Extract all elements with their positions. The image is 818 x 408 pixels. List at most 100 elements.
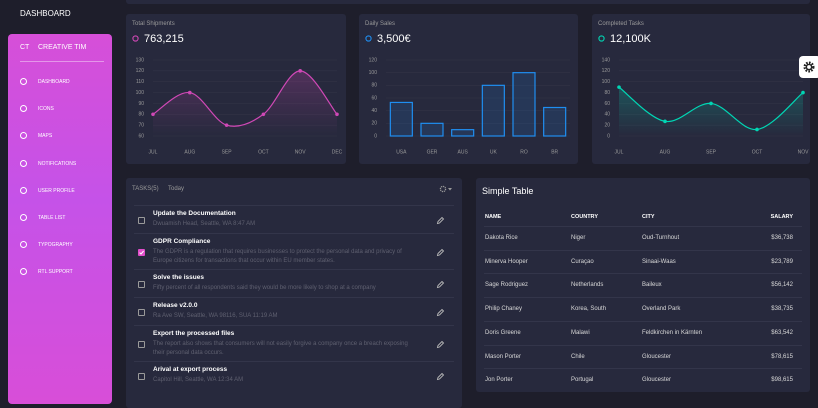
table-cell: $63,542	[771, 329, 793, 336]
row-divider	[484, 226, 802, 227]
y-tick-label: 100	[602, 79, 611, 85]
task-title: GDPR Compliance	[153, 238, 211, 245]
nav-icon	[20, 241, 27, 249]
edit-button[interactable]	[436, 280, 445, 289]
edit-button[interactable]	[436, 372, 445, 381]
table-cell: Korea, South	[571, 306, 607, 313]
settings-toggle[interactable]	[799, 56, 818, 78]
task-row: Arival at export process Capitol Hill, Se…	[134, 361, 454, 390]
tasks-card: TASKS(5) Today Update the Documentation D…	[126, 178, 462, 408]
bar	[389, 101, 413, 137]
x-tick-label: GER	[427, 149, 438, 155]
top-card	[126, 0, 810, 4]
table-header: SALARY	[770, 214, 793, 220]
icon-shape	[365, 35, 372, 42]
line-area	[153, 70, 337, 136]
x-tick-label: RO	[520, 149, 528, 155]
nav-item[interactable]: TYPOGRAPHY	[38, 242, 73, 249]
point	[261, 112, 266, 117]
table-cell: $98,615	[771, 377, 793, 384]
y-tick-label: 80	[604, 90, 610, 96]
table-cell: Gloucester	[642, 377, 672, 384]
task-title: Release v2.0.0	[153, 302, 198, 309]
line-area	[619, 87, 803, 136]
nav-icon	[20, 214, 27, 221]
logo-mini: CT	[20, 44, 30, 51]
table-cell: Minerva Hooper	[485, 258, 528, 265]
y-tick-label: 130	[136, 57, 145, 63]
x-tick-label: OCT	[258, 149, 269, 155]
y-tick-label: 80	[138, 112, 144, 118]
x-tick-label: BR	[551, 149, 558, 155]
logo-text[interactable]: CREATIVE TIM	[38, 44, 87, 51]
x-tick-label: SEP	[706, 149, 717, 155]
edit-button[interactable]	[436, 216, 445, 225]
table-header: NAME	[485, 214, 502, 220]
icon-shape	[598, 35, 605, 42]
y-tick-label: 60	[371, 95, 377, 101]
checkbox[interactable]	[138, 372, 145, 380]
table-cell: Gloucester	[642, 353, 672, 360]
nav-icon	[20, 132, 27, 140]
chart: 0 20 40 60 80 100 120 USA GER AUS UK RO BR	[369, 57, 570, 155]
pencil	[436, 248, 445, 256]
bar	[512, 72, 536, 137]
bar	[451, 129, 475, 137]
checkbox[interactable]	[138, 340, 145, 348]
nav-item[interactable]: USER PROFILE	[38, 187, 75, 194]
point	[224, 123, 229, 127]
x-tick-label: NOV	[798, 149, 810, 155]
x-tick-label: AUG	[660, 149, 671, 155]
table-cell: Sinaai-Waas	[642, 258, 676, 265]
chart-value: 763,215	[144, 33, 184, 45]
tasks-title: TASKS(5)	[132, 186, 159, 192]
chart-value: 12,100K	[610, 33, 651, 45]
edit-button[interactable]	[436, 248, 445, 257]
task-row: Update the Documentation Dwuamish Head, S…	[134, 205, 454, 234]
table-cell: Jon Porter	[485, 377, 513, 384]
edit-button[interactable]	[436, 340, 445, 349]
x-tick-label: JUL	[149, 149, 158, 155]
checkbox[interactable]	[138, 280, 145, 288]
table-cell: Doris Greene	[485, 329, 521, 336]
brand: DASHBOARD	[20, 9, 71, 18]
nav-item[interactable]: RTL SUPPORT	[38, 269, 73, 276]
table-cell: $78,615	[771, 353, 793, 360]
point	[801, 90, 805, 95]
chart-value: 3,500€	[377, 33, 411, 45]
table-cell: Netherlands	[571, 282, 604, 289]
bar	[420, 122, 444, 137]
checkbox[interactable]	[138, 216, 145, 224]
nav-item[interactable]: DASHBOARD	[38, 79, 70, 85]
chart-title: Total Shipments	[132, 21, 175, 27]
table-cell: Portugal	[571, 377, 594, 384]
point	[188, 90, 192, 95]
table-cell: Dakota Rice	[485, 235, 518, 241]
y-tick-label: 0	[374, 133, 377, 139]
checkbox[interactable]	[138, 308, 145, 316]
checkbox[interactable]	[138, 248, 145, 256]
y-tick-label: 120	[369, 57, 378, 63]
bar	[481, 84, 505, 137]
nav-item[interactable]: TABLE LIST	[38, 215, 66, 221]
task-desc: Dwuamish Head, Seattle, WA 8:47 AM	[153, 221, 256, 227]
task-title: Update the Documentation	[153, 210, 236, 217]
nav-item[interactable]: ICONS	[38, 106, 54, 113]
nav-item[interactable]: NOTIFICATIONS	[38, 160, 77, 167]
point	[151, 112, 155, 117]
nav-item[interactable]: MAPS	[38, 133, 53, 140]
table-cell: Malawi	[571, 329, 590, 336]
point	[335, 112, 339, 117]
y-tick-label: 80	[371, 83, 377, 89]
y-tick-label: 40	[604, 112, 610, 118]
check	[139, 250, 144, 255]
pencil	[436, 340, 445, 348]
chart: 0 20 40 60 80 100 120 140 JUL AUG SEP OCT NOV	[602, 57, 810, 155]
x-tick-label: OCT	[752, 149, 763, 155]
task-title: Solve the issues	[153, 274, 204, 281]
tasks-settings[interactable]	[438, 184, 454, 194]
edit-button[interactable]	[436, 308, 445, 317]
table-cell: Feldkirchen in Kärnten	[642, 329, 703, 336]
point	[617, 85, 621, 89]
table-cell: Baileux	[642, 282, 662, 289]
